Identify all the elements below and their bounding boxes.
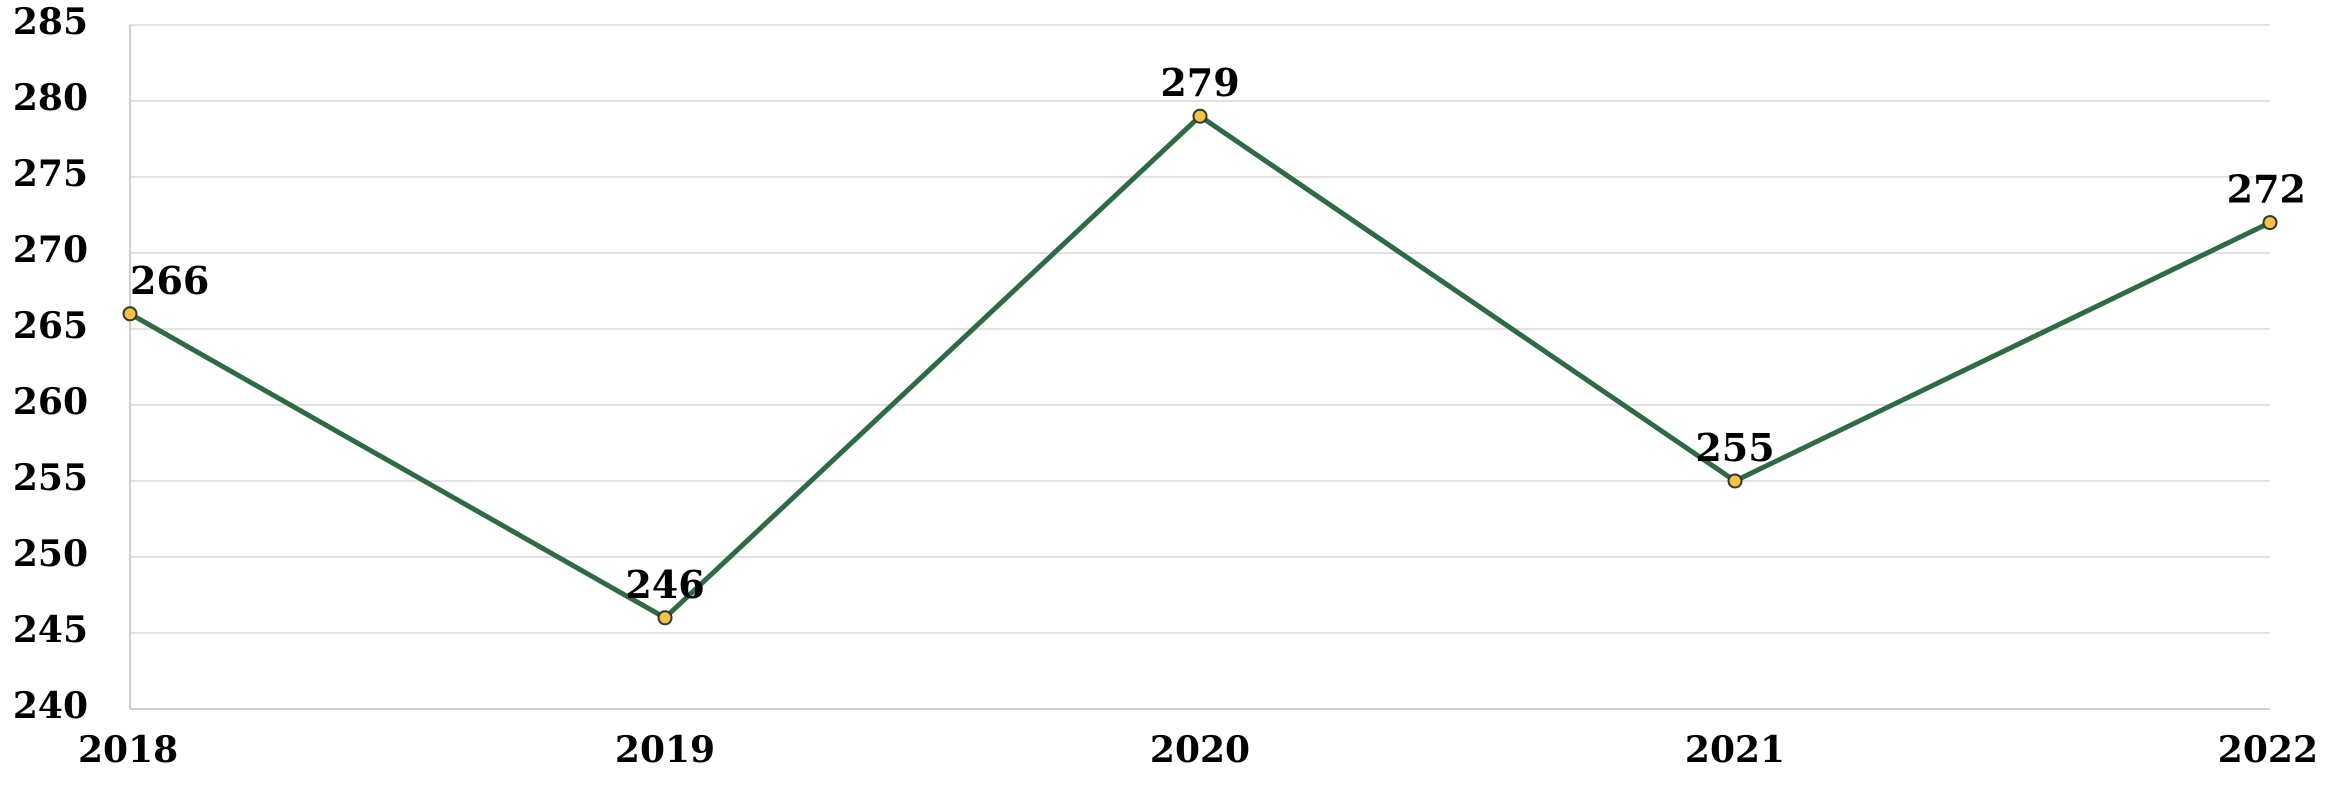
x-tick-labels: 2018 2019 2020 2021 2022 [78, 729, 2318, 771]
axes [129, 25, 2270, 710]
data-labels: 266 246 279 255 272 [130, 60, 2306, 607]
y-tick-label: 280 [13, 77, 88, 119]
series-line-path [128, 113, 2272, 621]
y-tick-label: 285 [13, 1, 88, 43]
y-tick-label: 275 [13, 153, 88, 195]
x-tick-label: 2020 [1150, 729, 1250, 771]
data-point [122, 306, 138, 322]
y-tick-label: 270 [13, 229, 88, 271]
gridlines [130, 24, 2270, 634]
data-point [1192, 108, 1208, 124]
y-tick-label: 255 [13, 457, 88, 499]
x-tick-label: 2022 [2218, 729, 2318, 771]
data-markers [122, 108, 2278, 626]
x-tick-label: 2021 [1685, 729, 1785, 771]
data-label: 246 [625, 562, 704, 607]
data-point [2262, 215, 2278, 231]
data-point [657, 610, 673, 626]
data-point [1727, 473, 1743, 489]
data-label: 255 [1695, 425, 1774, 470]
x-tick-label: 2018 [78, 729, 178, 771]
series-line [128, 113, 2272, 621]
y-tick-label: 240 [13, 685, 88, 727]
data-label: 266 [130, 258, 209, 303]
y-tick-label: 260 [13, 381, 88, 423]
y-tick-label: 265 [13, 305, 88, 347]
y-tick-labels: 240 245 250 255 260 265 270 275 280 285 [13, 1, 88, 727]
x-tick-label: 2019 [615, 729, 715, 771]
data-label: 279 [1160, 60, 1239, 105]
y-tick-label: 245 [13, 609, 88, 651]
data-label: 272 [2227, 167, 2306, 212]
y-tick-label: 250 [13, 533, 88, 575]
